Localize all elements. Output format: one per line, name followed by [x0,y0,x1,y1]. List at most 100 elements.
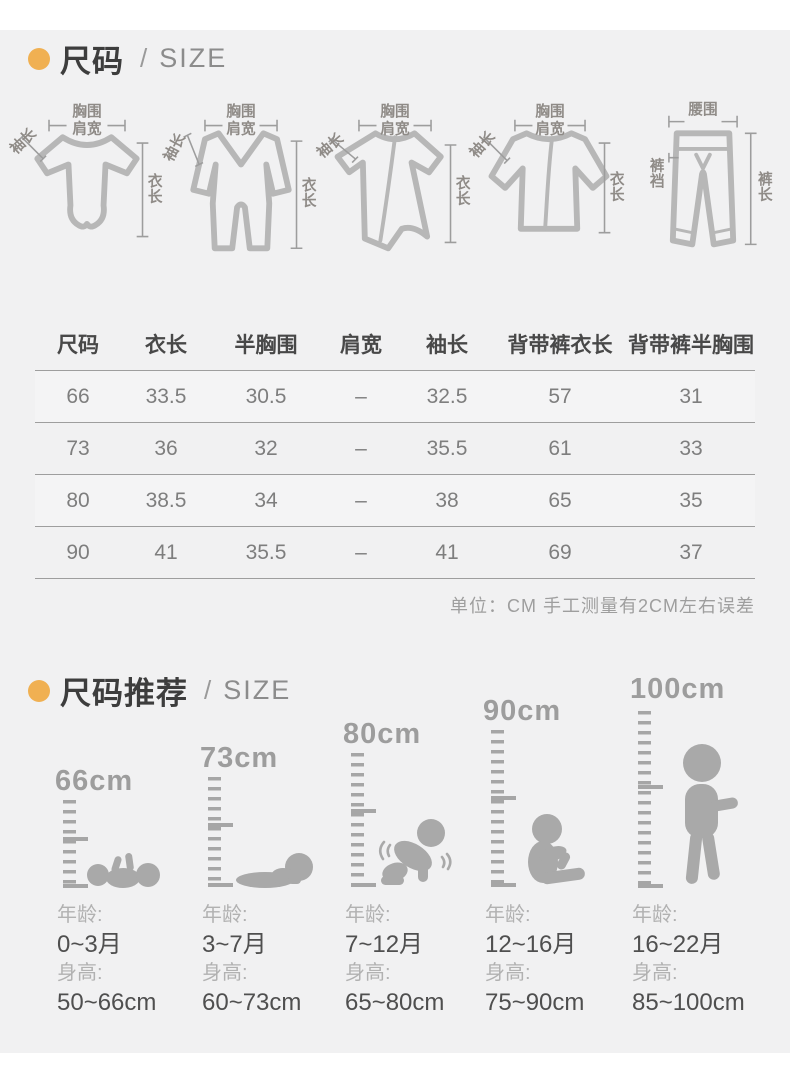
title-divider: / [204,675,212,705]
cell: 33 [627,422,755,475]
waist-label: 腰围 [687,101,717,118]
height-caption: 身高: [202,962,248,984]
size-label: 100cm [630,673,726,705]
shoulder-label: 肩宽 [226,119,256,137]
baby-on-tummy-icon [236,853,313,888]
age-range: 12~16月 [485,931,577,958]
cell: 90 [35,526,121,579]
table-row: 90 41 35.5 – 41 69 37 [35,526,755,579]
pants-diagram-icon: 腰围 裤裆 裤长 [649,101,773,248]
chest-label: 胸围 [226,102,255,120]
height-ruler [351,753,376,887]
jacket-diagram-icon: 胸围 肩宽 衣长 袖长 [466,102,625,234]
cell: 30.5 [211,370,321,423]
baby-lying-back-icon [87,853,160,888]
measurement-diagrams: 胸围 肩宽 衣长 袖长 胸围 肩宽 衣长 袖长 胸围 肩宽 衣长 [6,96,778,271]
cell: 33.5 [121,370,211,423]
length-label: 衣长 [456,174,471,208]
height-range: 60~73cm [202,989,302,1016]
chest-label: 胸围 [72,102,101,120]
col-header-garment-length: 衣长 [121,318,211,371]
cell: 32.5 [401,370,493,423]
size-label: 66cm [55,765,134,797]
height-range: 50~66cm [57,989,157,1016]
sleeve-label: 袖长 [159,130,189,165]
height-range: 65~80cm [345,989,445,1016]
col-header-size: 尺码 [35,318,121,371]
height-range: 75~90cm [485,989,585,1016]
table-row: 73 36 32 – 35.5 61 33 [35,422,755,475]
cell: – [321,422,401,475]
cell: 65 [493,474,627,527]
cell: 35.5 [211,526,321,579]
cell: – [321,370,401,423]
chest-label: 胸围 [380,102,409,120]
title-divider: / [140,43,148,73]
cell: 57 [493,370,627,423]
height-ruler [491,730,516,887]
age-range: 7~12月 [345,931,424,958]
col-header-half-chest: 半胸围 [211,318,321,371]
size-label: 73cm [200,742,279,774]
baby-sitting-icon [528,814,585,885]
cell: 32 [211,422,321,475]
cell: 38.5 [121,474,211,527]
age-range: 16~22月 [632,931,724,958]
section-title: 尺码 [60,44,124,79]
col-header-sleeve: 袖长 [401,318,493,371]
size-label: 80cm [343,718,422,750]
height-caption: 身高: [345,962,391,984]
size-section-header: 尺码 / SIZE [28,36,227,81]
shoulder-label: 肩宽 [535,119,565,137]
size-recommend-chart: 66cm 年龄: 0~3月 身高: 50~66cm 73cm [50,670,790,1020]
table-row: 66 33.5 30.5 – 32.5 57 31 [35,370,755,423]
height-caption: 身高: [632,962,678,984]
cell: – [321,474,401,527]
size-table: 尺码 衣长 半胸围 肩宽 袖长 背带裤衣长 背带裤半胸围 66 33.5 30.… [35,318,755,579]
col-header-overall-half-chest: 背带裤半胸围 [627,318,755,371]
height-ruler [208,777,233,887]
length-label: 裤长 [758,170,773,204]
shoulder-label: 肩宽 [380,119,410,137]
cell: 66 [35,370,121,423]
size-recommend-column: 100cm 年龄: 16~22月 身高: 85~100cm [630,670,775,1020]
table-header-row: 尺码 衣长 半胸围 肩宽 袖长 背带裤衣长 背带裤半胸围 [35,318,755,371]
size-recommend-column: 73cm 年龄: 3~7月 身高: 60~73cm [200,670,345,1020]
size-label: 90cm [483,695,562,727]
bullet-dot-icon [28,47,50,70]
height-ruler [63,800,88,888]
size-recommend-column: 90cm 年龄: 12~16月 身高: 75~90cm [483,670,628,1020]
age-label: 年龄: [57,904,103,926]
height-caption: 身高: [485,962,531,984]
cell: 36 [121,422,211,475]
baby-crawling-icon [378,819,452,885]
toddler-walking-icon [683,744,738,884]
age-label: 年龄: [485,904,531,926]
age-label: 年龄: [202,904,248,926]
height-ruler [638,711,663,888]
sleeve-label: 袖长 [466,127,499,161]
cell: 61 [493,422,627,475]
length-label: 衣长 [610,170,625,204]
length-label: 衣长 [302,176,317,210]
cell: 80 [35,474,121,527]
cell: 73 [35,422,121,475]
cell: 35.5 [401,422,493,475]
length-label: 衣长 [148,172,163,206]
cell: 31 [627,370,755,423]
cell: 37 [627,526,755,579]
cell: 35 [627,474,755,527]
height-caption: 身高: [57,962,103,984]
rise-label: 裤裆 [649,156,665,190]
age-range: 0~3月 [57,931,122,958]
table-row: 80 38.5 34 – 38 65 35 [35,474,755,527]
section-title: 尺码推荐 [60,676,188,711]
shoulder-label: 肩宽 [72,119,102,137]
age-label: 年龄: [632,904,678,926]
size-recommend-column: 80cm 年龄: 7~12月 身高: 65~80cm [343,670,488,1020]
height-range: 85~100cm [632,989,745,1016]
age-range: 3~7月 [202,931,267,958]
sleeve-label: 袖长 [6,124,40,158]
measurement-note: 单位：CM 手工测量有2CM左右误差 [450,596,755,616]
